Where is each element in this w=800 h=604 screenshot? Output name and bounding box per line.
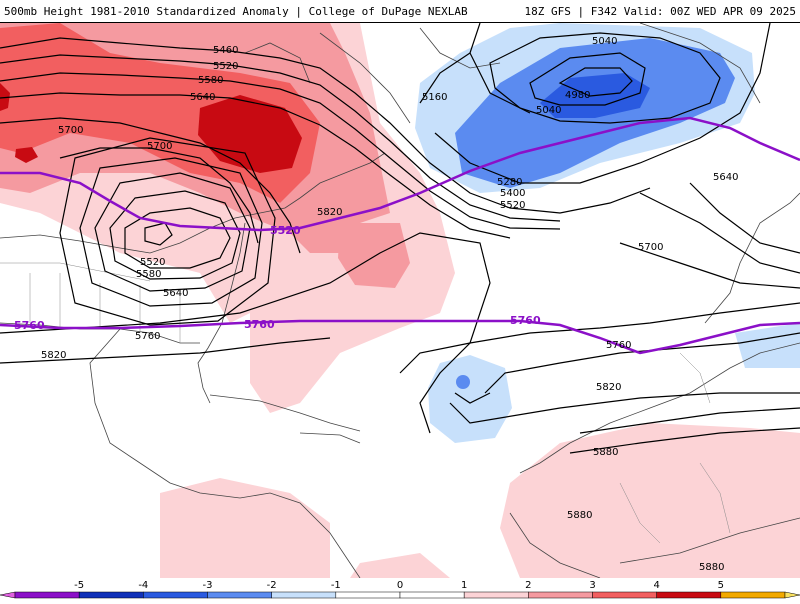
colorbar-tick-label: -2 [267, 580, 277, 591]
colorbar-box [207, 591, 272, 599]
colorbar-svg: -5 -4 -3 -2 -1 0 1 2 3 4 5 [0, 578, 800, 600]
anomaly-negative-south-core [456, 375, 470, 389]
colorbar-tick-label: -5 [74, 580, 84, 591]
highlight-label: 5760 [244, 318, 275, 331]
highlight-label: 5520 [270, 224, 301, 237]
colorbar-box [335, 591, 401, 599]
colorbar-box [592, 591, 657, 599]
colorbar-box [528, 591, 593, 599]
map-title: 500mb Height 1981-2010 Standardized Anom… [4, 5, 468, 18]
colorbar-tick-label: 4 [653, 580, 659, 591]
colorbar-tick-label: -1 [331, 580, 341, 591]
height-label: 5640 [713, 172, 738, 183]
colorbar-box [463, 591, 529, 599]
colorbar-tick-label: 3 [589, 580, 595, 591]
colorbar-tick-label: -3 [203, 580, 213, 591]
contour-5520-highlight [0, 116, 800, 232]
run-valid-time: 18Z GFS | F342 Valid: 00Z WED APR 09 202… [524, 5, 796, 18]
height-label: 5700 [147, 141, 172, 152]
highlighted-contours [0, 116, 800, 355]
anomaly-positive-tropics-1 [160, 478, 330, 578]
height-label: 5700 [58, 125, 83, 136]
anomaly-positive-2b [338, 223, 410, 288]
highlight-label: 5760 [14, 319, 45, 332]
anomaly-shading [0, 23, 800, 578]
height-label: 5040 [592, 36, 617, 47]
height-label: 5820 [41, 350, 66, 361]
coastlines [0, 23, 800, 578]
colorbar-tick-label: 0 [397, 580, 403, 591]
height-label: 5520 [213, 61, 238, 72]
colorbar-box [78, 591, 144, 599]
contour-5760-highlight [0, 319, 800, 355]
height-label: 5640 [190, 92, 215, 103]
colorbar-tick-label: 5 [718, 580, 724, 591]
height-label: 5880 [593, 447, 618, 458]
height-label: 5520 [500, 200, 525, 211]
colorbar-box [271, 591, 337, 599]
highlight-label: 5760 [510, 314, 541, 327]
colorbar-box [14, 591, 80, 599]
height-label: 5580 [198, 75, 223, 86]
anomaly-negative-south [428, 355, 512, 443]
height-contours [0, 23, 800, 454]
height-label: 5760 [135, 331, 160, 342]
colorbar-tick-label: 2 [525, 580, 531, 591]
anomaly-positive-4c [15, 147, 38, 163]
height-label: 4980 [565, 90, 590, 101]
anomaly-map: 5460 5520 5580 5640 5700 5700 5520 5580 … [0, 23, 800, 578]
anomaly-positive-tropics-2 [500, 423, 800, 578]
colorbar-boxes [0, 591, 800, 599]
height-label: 5880 [567, 510, 592, 521]
colorbar-box [399, 591, 465, 599]
height-label: 5580 [136, 269, 161, 280]
colorbar-box [143, 591, 208, 599]
height-label: 5040 [536, 105, 561, 116]
height-label: 5400 [500, 188, 525, 199]
map-panel: 5460 5520 5580 5640 5700 5700 5520 5580 … [0, 23, 800, 578]
height-label: 5280 [497, 177, 522, 188]
height-label: 5160 [422, 92, 447, 103]
colorbar-arrow-right [784, 591, 800, 599]
map-header: 500mb Height 1981-2010 Standardized Anom… [0, 0, 800, 23]
height-label: 5640 [163, 288, 188, 299]
height-label: 5760 [606, 340, 631, 351]
anomaly-positive-4a [198, 95, 302, 173]
anomaly-negative-east [735, 323, 800, 368]
colorbar-ticks: -5 -4 -3 -2 -1 0 1 2 3 4 5 [74, 580, 724, 591]
height-label: 5700 [638, 242, 663, 253]
height-labels: 5460 5520 5580 5640 5700 5700 5520 5580 … [41, 36, 738, 573]
colorbar-tick-label: 1 [461, 580, 467, 591]
height-label: 5820 [596, 382, 621, 393]
highlighted-labels: 5520 5760 5760 5760 [14, 224, 541, 332]
colorbar: -5 -4 -3 -2 -1 0 1 2 3 4 5 [0, 578, 800, 600]
colorbar-box [656, 591, 722, 599]
borders [0, 262, 731, 544]
height-label: 5880 [699, 562, 724, 573]
anomaly-positive-tropics-3 [350, 553, 450, 578]
colorbar-tick-label: -4 [138, 580, 148, 591]
height-label: 5820 [317, 207, 342, 218]
height-label: 5520 [140, 257, 165, 268]
height-label: 5460 [213, 45, 238, 56]
colorbar-box [720, 591, 786, 599]
